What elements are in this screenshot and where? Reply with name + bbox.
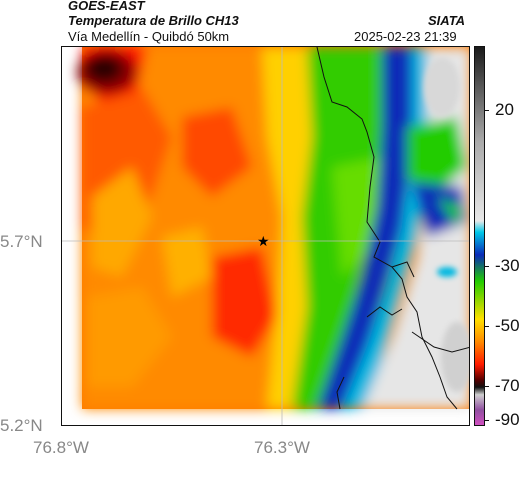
boundary-lines bbox=[316, 47, 469, 410]
datetime-label: 2025-02-23 21:39 bbox=[354, 29, 457, 44]
satellite-title: GOES-EAST bbox=[68, 0, 145, 13]
colorbar-tick bbox=[485, 420, 489, 421]
temperature-raster bbox=[77, 47, 469, 409]
colorbar-tick bbox=[485, 266, 489, 267]
org-label: SIATA bbox=[428, 13, 466, 28]
colorbar-tick bbox=[485, 110, 489, 111]
colorbar-label: 20 bbox=[495, 100, 514, 119]
colorbar-label: -70 bbox=[495, 376, 520, 395]
lat-tick-label: 5.2°N bbox=[0, 416, 43, 435]
graticule bbox=[62, 47, 469, 425]
colorbar-label: -50 bbox=[495, 316, 520, 335]
map-panel[interactable]: ★ bbox=[61, 46, 470, 426]
star-marker-icon: ★ bbox=[257, 233, 270, 249]
colorbar-tick bbox=[485, 326, 489, 327]
lon-tick-label: 76.3°W bbox=[254, 438, 310, 457]
product-title: Temperatura de Brillo CH13 bbox=[68, 13, 239, 28]
lon-tick-label: 76.8°W bbox=[33, 438, 89, 457]
brightness-temperature-map: ★ bbox=[62, 47, 469, 425]
colorbar bbox=[474, 46, 485, 426]
colorbar-label: -30 bbox=[495, 256, 520, 275]
colorbar-tick bbox=[485, 386, 489, 387]
lat-tick-label: 5.7°N bbox=[0, 232, 43, 251]
colorbar-label: -90 bbox=[495, 410, 520, 429]
route-subtitle: Vía Medellín - Quibdó 50km bbox=[68, 29, 230, 44]
